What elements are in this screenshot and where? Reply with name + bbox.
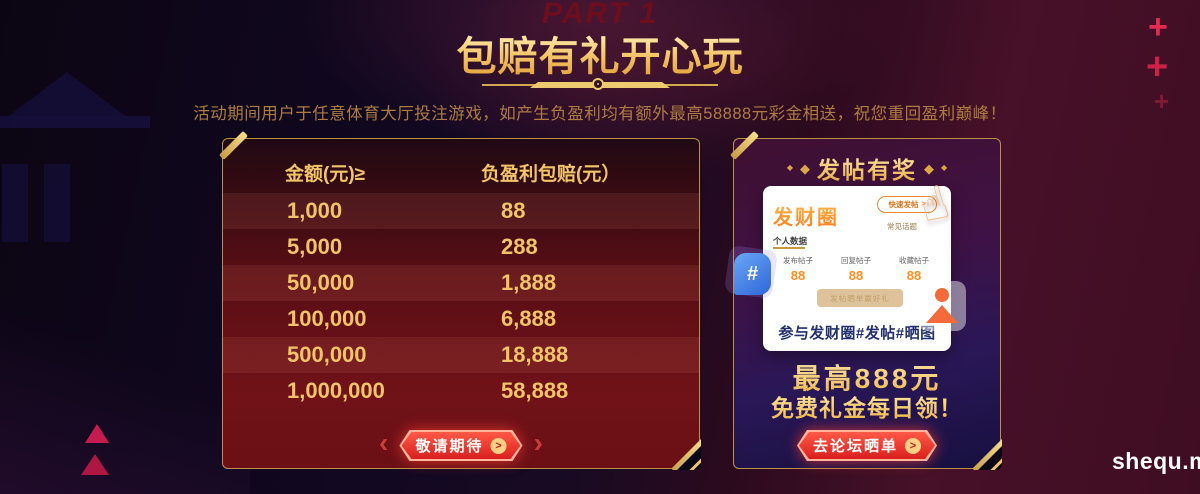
amount-cell: 5,000 bbox=[287, 234, 343, 259]
promo-amount-line: 最高888元 bbox=[734, 357, 1000, 397]
tab-underline bbox=[773, 247, 805, 249]
stat-value: 88 bbox=[848, 268, 864, 283]
table-row: 50,000 1,888 bbox=[223, 265, 699, 301]
quick-post-label: 快速发帖 bbox=[888, 200, 919, 209]
chevron-right-icon: › bbox=[533, 427, 543, 458]
mock-reward-button: 发帖晒单赢好礼 bbox=[817, 289, 903, 307]
diamond-icon: ◆ bbox=[800, 160, 810, 176]
tab-personal-data: 个人数据 bbox=[773, 236, 808, 246]
arrow-circle-icon: > bbox=[491, 438, 507, 454]
forum-panel: ◆ ◆ 发帖有奖 ◆ ◆ 发财圈 快速发帖 > 常见话题 个人数据 发布帖子 88… bbox=[723, 130, 1002, 470]
table-row: 100,000 6,888 bbox=[223, 301, 699, 337]
photo-icon-sun bbox=[935, 288, 949, 302]
plus-decoration-icon: + bbox=[1146, 48, 1168, 86]
table-row: 1,000 88 bbox=[223, 193, 699, 229]
coming-soon-button[interactable]: 敬请期待 > bbox=[399, 430, 522, 461]
stat-item: 回复帖子 88 bbox=[827, 255, 885, 283]
diamond-icon: ◆ bbox=[924, 160, 934, 176]
plus-decoration-icon: + bbox=[1148, 10, 1168, 44]
activity-subtitle: 活动期间用户于任意体育大厅投注游戏，如产生负盈利均有额外最高58888元彩金相送… bbox=[193, 105, 1007, 123]
table-row: 5,000 288 bbox=[223, 229, 699, 265]
part-label: PART 1 bbox=[542, 0, 658, 30]
bottom-left-shade bbox=[0, 290, 250, 494]
stat-item: 收藏帖子 88 bbox=[885, 255, 943, 283]
payout-header: 负盈利包赔(元） bbox=[481, 163, 621, 185]
stat-label: 发布帖子 bbox=[783, 256, 813, 265]
secondary-link: 常见话题 bbox=[887, 222, 917, 231]
stat-value: 88 bbox=[790, 268, 806, 283]
coin-icon bbox=[592, 78, 604, 90]
stat-item: 发布帖子 88 bbox=[769, 255, 827, 283]
building-beam bbox=[0, 116, 150, 128]
amount-cell: 100,000 bbox=[287, 306, 367, 331]
title-divider bbox=[482, 77, 718, 93]
quick-post-mock-button: 快速发帖 > bbox=[877, 196, 937, 213]
payout-table-header: 金额(元)≥ 负盈利包赔(元） bbox=[223, 153, 699, 191]
payout-panel: 金额(元)≥ 负盈利包赔(元） 1,000 88 5,000 288 50,000 1,8… bbox=[219, 130, 701, 470]
building-silhouette bbox=[0, 72, 160, 242]
amount-cell: 500,000 bbox=[287, 342, 367, 367]
corner-accent bbox=[966, 434, 1002, 470]
amount-header: 金额(元)≥ bbox=[285, 163, 366, 185]
arrow-circle-icon: > bbox=[905, 438, 921, 454]
photo-icon bbox=[918, 281, 966, 331]
forum-card-caption: 参与发财圈#发帖#晒图 bbox=[778, 325, 936, 342]
diamond-icon: ◆ bbox=[941, 163, 948, 172]
amount-cell: 1,000 bbox=[287, 198, 343, 223]
forum-brand: 发财圈 bbox=[773, 201, 839, 230]
go-forum-label: 去论坛晒单 bbox=[812, 438, 899, 455]
forum-stats: 发布帖子 88 回复帖子 88 收藏帖子 88 bbox=[769, 255, 945, 283]
arrow-icon: > bbox=[921, 201, 926, 208]
payout-cell: 58,888 bbox=[501, 378, 569, 403]
plus-decoration-icon: + bbox=[1154, 86, 1170, 116]
payout-table-body: 1,000 88 5,000 288 50,000 1,888 100,000 6,888 50… bbox=[223, 193, 699, 409]
forum-title-text: 发帖有奖 bbox=[817, 151, 917, 185]
payout-cell: 18,888 bbox=[501, 342, 569, 367]
forum-panel-title: ◆ ◆ 发帖有奖 ◆ ◆ bbox=[734, 151, 1000, 185]
payout-cell: 6,888 bbox=[501, 306, 557, 331]
amount-cell: 50,000 bbox=[287, 270, 355, 295]
triangle-decoration bbox=[81, 454, 109, 475]
corner-accent bbox=[665, 434, 701, 470]
hash-bubble-icon: # bbox=[723, 244, 779, 300]
page-title: 包赔有礼开心玩 bbox=[0, 24, 1200, 82]
promo-daily-line: 免费礼金每日领！ bbox=[734, 389, 1000, 423]
triangle-decoration bbox=[85, 424, 109, 443]
building-pillar bbox=[44, 164, 70, 242]
building-pillar bbox=[2, 164, 28, 242]
photo-icon-mountain bbox=[926, 305, 958, 323]
go-forum-button[interactable]: 去论坛晒单 > bbox=[797, 430, 937, 461]
stat-value: 88 bbox=[906, 268, 922, 283]
payout-cell: 88 bbox=[501, 198, 526, 223]
coming-soon-label: 敬请期待 bbox=[415, 438, 484, 455]
stat-label: 回复帖子 bbox=[841, 256, 871, 265]
payout-cell: 1,888 bbox=[501, 270, 557, 295]
site-watermark: shequ.me bbox=[1112, 448, 1200, 474]
diamond-icon: ◆ bbox=[786, 163, 793, 172]
payout-cell: 288 bbox=[501, 234, 538, 259]
forum-app-mockup-card: 发财圈 快速发帖 > 常见话题 个人数据 发布帖子 88 回复帖子 88 收藏帖子 88 … bbox=[763, 186, 951, 351]
chevron-left-icon: ‹ bbox=[379, 427, 389, 458]
stat-label: 收藏帖子 bbox=[899, 256, 929, 265]
amount-cell: 1,000,000 bbox=[287, 378, 385, 403]
table-row: 1,000,000 58,888 bbox=[223, 373, 699, 409]
hash-glyph: # bbox=[734, 253, 771, 295]
table-row: 500,000 18,888 bbox=[223, 337, 699, 373]
